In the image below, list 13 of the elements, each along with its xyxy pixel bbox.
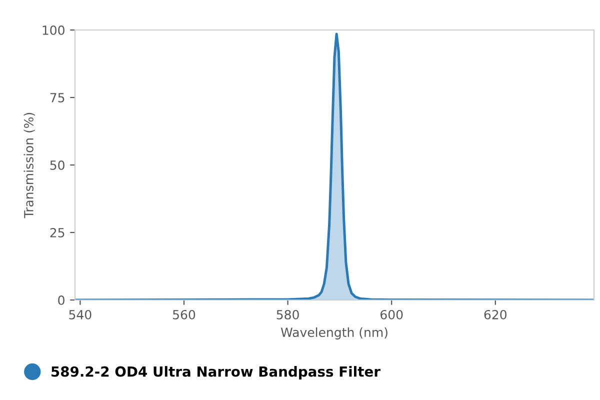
y-tick-label: 0 <box>58 295 64 305</box>
x-axis-title: Wavelength (nm) <box>280 327 388 340</box>
x-tick-label: 540 <box>69 310 92 320</box>
y-tick-label: 100 <box>42 25 64 35</box>
y-axis-title: Transmission (%) <box>24 112 35 218</box>
legend-label: 589.2-2 OD4 Ultra Narrow Bandpass Filter <box>52 366 380 380</box>
x-tick-label: 560 <box>173 310 196 320</box>
x-tick-label: 580 <box>276 310 299 320</box>
y-tick-label: 75 <box>50 93 64 102</box>
y-tick-label: 25 <box>50 228 64 238</box>
x-tick-label: 620 <box>484 310 506 320</box>
y-tick-label: 50 <box>50 160 64 170</box>
x-tick-label: 600 <box>380 310 403 320</box>
